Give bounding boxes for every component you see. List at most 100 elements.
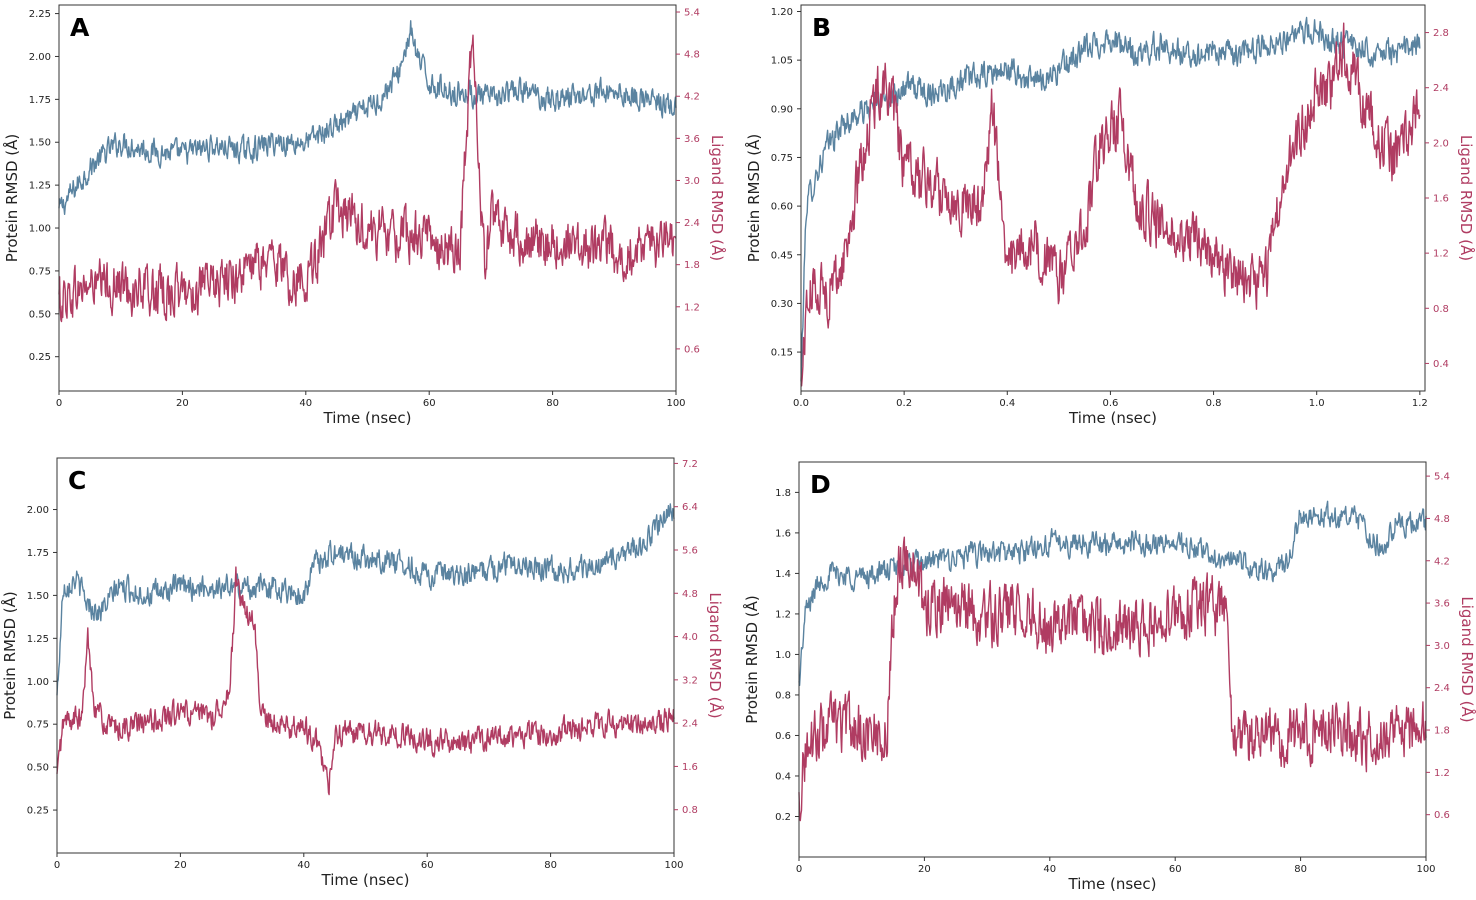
x-tick-label: 60 bbox=[1169, 864, 1182, 875]
y-left-tick-label: 1.20 bbox=[771, 7, 793, 18]
y-left-tick-label: 1.50 bbox=[27, 591, 49, 602]
y-left-tick-label: 1.6 bbox=[775, 528, 791, 539]
y-left-tick-label: 1.75 bbox=[29, 95, 51, 106]
x-tick-label: 100 bbox=[1416, 864, 1435, 875]
x-tick-label: 0 bbox=[796, 864, 802, 875]
y-right-tick-label: 2.0 bbox=[1433, 138, 1449, 149]
y-right-axis-label: Ligand RMSD (Å) bbox=[1458, 596, 1476, 722]
x-tick-label: 0.0 bbox=[793, 398, 809, 409]
x-tick-label: 0 bbox=[56, 398, 62, 409]
y-left-tick-label: 0.25 bbox=[29, 352, 51, 363]
x-axis-label: Time (nsec) bbox=[1068, 875, 1157, 893]
y-right-tick-label: 1.2 bbox=[684, 302, 700, 313]
y-right-tick-label: 1.2 bbox=[1434, 768, 1450, 779]
x-tick-label: 100 bbox=[664, 860, 683, 871]
x-tick-label: 80 bbox=[544, 860, 557, 871]
y-left-tick-label: 0.4 bbox=[775, 771, 791, 782]
x-axis-label: Time (nsec) bbox=[1068, 409, 1157, 427]
x-axis-label: Time (nsec) bbox=[323, 409, 412, 427]
x-tick-label: 20 bbox=[176, 398, 189, 409]
panel-letter: D bbox=[810, 470, 831, 499]
y-right-tick-label: 1.2 bbox=[1433, 249, 1449, 260]
y-left-tick-label: 1.05 bbox=[771, 56, 793, 67]
y-left-axis-label: Protein RMSD (Å) bbox=[2, 134, 21, 263]
y-right-tick-label: 4.8 bbox=[684, 50, 700, 61]
y-left-tick-label: 0.45 bbox=[771, 250, 793, 261]
y-right-tick-label: 1.6 bbox=[1433, 194, 1449, 205]
x-axis-label: Time (nsec) bbox=[321, 871, 410, 889]
y-right-tick-label: 4.2 bbox=[1434, 556, 1450, 567]
y-right-tick-label: 6.4 bbox=[682, 502, 698, 513]
y-left-tick-label: 1.00 bbox=[27, 677, 49, 688]
panel-letter: B bbox=[812, 13, 831, 42]
panel-letter: C bbox=[68, 466, 86, 495]
y-right-tick-label: 4.0 bbox=[682, 632, 698, 643]
y-right-tick-label: 3.6 bbox=[684, 134, 700, 145]
y-right-tick-label: 4.8 bbox=[682, 589, 698, 600]
x-tick-label: 40 bbox=[299, 398, 312, 409]
ligand-rmsd-line-C bbox=[56, 566, 675, 796]
y-left-tick-label: 0.25 bbox=[27, 806, 49, 817]
y-left-tick-label: 1.25 bbox=[27, 634, 49, 645]
y-right-tick-label: 3.0 bbox=[1434, 641, 1450, 652]
y-right-tick-label: 2.4 bbox=[1434, 683, 1450, 694]
y-right-axis-label: Ligand RMSD (Å) bbox=[1457, 135, 1476, 261]
y-right-tick-label: 0.6 bbox=[684, 344, 700, 355]
y-left-tick-label: 2.00 bbox=[29, 52, 51, 63]
y-right-tick-label: 4.2 bbox=[684, 92, 700, 103]
x-tick-label: 20 bbox=[174, 860, 187, 871]
y-right-tick-label: 5.6 bbox=[682, 545, 698, 556]
x-tick-label: 1.0 bbox=[1309, 398, 1325, 409]
y-left-tick-label: 0.50 bbox=[29, 309, 51, 320]
y-right-tick-label: 0.6 bbox=[1434, 810, 1450, 821]
y-left-tick-label: 0.90 bbox=[771, 104, 793, 115]
y-left-tick-label: 0.15 bbox=[771, 348, 793, 359]
panel-letter: A bbox=[70, 13, 90, 42]
y-left-tick-label: 0.30 bbox=[771, 299, 793, 310]
x-tick-label: 1.2 bbox=[1412, 398, 1428, 409]
y-right-tick-label: 4.8 bbox=[1434, 514, 1450, 525]
y-left-tick-label: 0.60 bbox=[771, 202, 793, 213]
y-right-tick-label: 0.8 bbox=[682, 805, 698, 816]
y-left-tick-label: 0.75 bbox=[27, 720, 49, 731]
protein-rmsd-line-B bbox=[800, 16, 1421, 382]
y-right-tick-label: 1.8 bbox=[684, 260, 700, 271]
plot-frame-D bbox=[798, 461, 1427, 858]
x-tick-label: 0.4 bbox=[999, 398, 1015, 409]
protein-rmsd-line-D bbox=[798, 500, 1427, 686]
y-left-tick-label: 0.2 bbox=[775, 812, 791, 823]
y-right-tick-label: 3.0 bbox=[684, 176, 700, 187]
panel-D: 0 20 40 60 80 100 0.2 0.4 0.6 0.8 1.0 1.2 1.4 1.6 1.8 0… bbox=[742, 461, 1476, 893]
protein-rmsd-line-C bbox=[56, 503, 675, 696]
y-left-tick-label: 1.75 bbox=[27, 548, 49, 559]
y-right-tick-label: 5.4 bbox=[684, 8, 700, 19]
panel-A: 0 20 40 60 80 100 0.25 0.50 0.75 1.00 1.25 1.50 1.75… bbox=[2, 4, 727, 427]
y-right-tick-label: 2.4 bbox=[684, 218, 700, 229]
ligand-rmsd-line-D bbox=[798, 536, 1427, 822]
y-right-tick-label: 1.8 bbox=[1434, 726, 1450, 737]
x-tick-label: 40 bbox=[1043, 864, 1056, 875]
y-right-tick-label: 7.2 bbox=[682, 459, 698, 470]
x-tick-label: 100 bbox=[666, 398, 685, 409]
plot-frame-A bbox=[58, 4, 677, 392]
x-tick-label: 60 bbox=[423, 398, 436, 409]
x-tick-label: 60 bbox=[421, 860, 434, 871]
y-right-tick-label: 3.2 bbox=[682, 675, 698, 686]
panel-B: 0.0 0.2 0.4 0.6 0.8 1.0 1.2 0.15 0.30 0.45 0.60 0.7… bbox=[744, 4, 1476, 427]
y-right-tick-label: 2.4 bbox=[1433, 83, 1449, 94]
y-right-axis-label: Ligand RMSD (Å) bbox=[706, 592, 725, 718]
y-left-axis-label: Protein RMSD (Å) bbox=[0, 591, 19, 720]
x-tick-label: 40 bbox=[297, 860, 310, 871]
y-right-tick-label: 5.4 bbox=[1434, 472, 1450, 483]
ligand-rmsd-line-B bbox=[800, 22, 1421, 387]
y-left-tick-label: 0.75 bbox=[771, 153, 793, 164]
ligand-rmsd-line-A bbox=[58, 34, 677, 323]
y-left-axis-label: Protein RMSD (Å) bbox=[742, 595, 761, 724]
y-left-tick-label: 1.8 bbox=[775, 488, 791, 499]
x-tick-label: 0 bbox=[54, 860, 60, 871]
panel-C: 0 20 40 60 80 100 0.25 0.50 0.75 1.00 1.25 1.50 1.75… bbox=[0, 457, 725, 889]
x-tick-label: 20 bbox=[918, 864, 931, 875]
y-right-tick-label: 2.8 bbox=[1433, 28, 1449, 39]
x-tick-label: 80 bbox=[1294, 864, 1307, 875]
